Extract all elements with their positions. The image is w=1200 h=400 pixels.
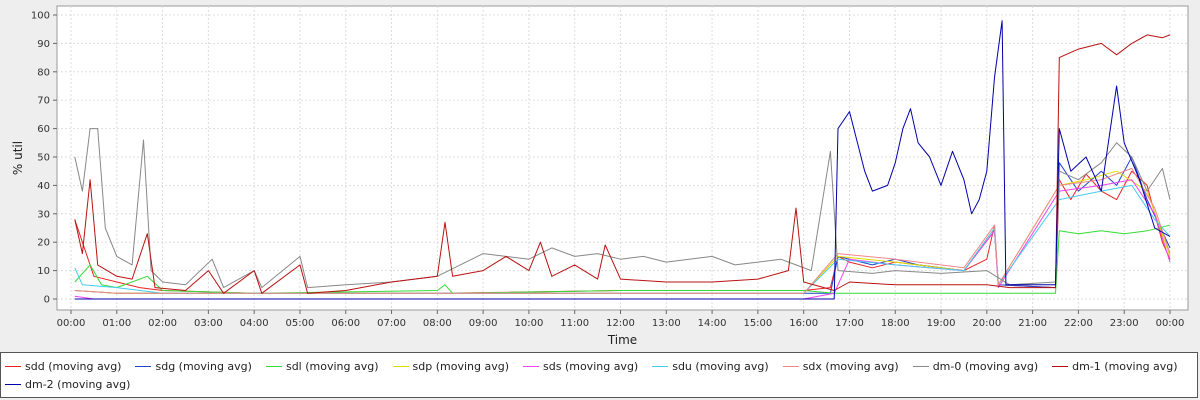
legend-label: sds (moving avg) [543, 359, 639, 373]
legend-label: dm-1 (moving avg) [1072, 359, 1178, 373]
x-tick-label: 21:00 [1018, 318, 1047, 329]
x-tick-label: 08:00 [423, 318, 452, 329]
series-line-6 [74, 167, 1171, 294]
x-tick-label: 13:00 [652, 318, 681, 329]
x-tick-label: 02:00 [148, 318, 177, 329]
x-axis-title: Time [607, 333, 637, 347]
x-tick-label: 04:00 [240, 318, 269, 329]
y-tick-label: 30 [37, 209, 50, 220]
legend-item: sdg (moving avg) [135, 357, 252, 375]
y-tick-label: 70 [37, 96, 50, 107]
legend-label: sdu (moving avg) [672, 359, 769, 373]
legend-item: sdx (moving avg) [782, 357, 899, 375]
legend-swatch [523, 365, 539, 367]
x-tick-label: 00:00 [1156, 318, 1185, 329]
legend-item: sds (moving avg) [523, 357, 638, 375]
x-tick-label: 14:00 [698, 318, 727, 329]
x-tick-label: 12:00 [606, 318, 635, 329]
x-tick-label: 05:00 [286, 318, 315, 329]
legend-swatch [265, 365, 282, 367]
x-tick-label: 07:00 [377, 318, 406, 329]
x-axis-ticks: 00:00 01:00 02:00 03:00 04:00 05:00 06:00 07:00… [57, 310, 1185, 329]
chart-legend: sdd (moving avg) sdg (moving avg) sdl (mov… [0, 352, 1198, 398]
x-tick-label: 23:00 [1110, 318, 1139, 329]
y-tick-label: 50 [37, 153, 50, 164]
x-tick-label: 16:00 [789, 318, 818, 329]
legend-swatch [5, 365, 21, 367]
x-tick-label: 18:00 [881, 318, 910, 329]
series-line-7 [74, 128, 1171, 289]
y-tick-label: 100 [31, 11, 50, 22]
series-line-2 [74, 224, 1171, 294]
legend-item: dm-0 (moving avg) [912, 357, 1039, 375]
legend-label: sdx (moving avg) [802, 359, 899, 373]
legend-swatch [912, 365, 929, 367]
line-chart: 0 10 20 30 40 50 60 70 80 90 100 00:00 01:00 02:00 03… [11, 5, 1189, 347]
y-tick-label: 20 [37, 238, 50, 249]
y-tick-label: 90 [37, 39, 50, 50]
legend-item: dm-1 (moving avg) [1052, 357, 1178, 375]
y-tick-label: 60 [37, 124, 50, 135]
x-tick-label: 15:00 [743, 318, 772, 329]
legend-label: sdp (moving avg) [412, 359, 509, 373]
legend-item: sdp (moving avg) [392, 357, 509, 375]
x-tick-label: 00:00 [57, 318, 86, 329]
x-tick-label: 06:00 [331, 318, 360, 329]
legend-label: sdg (moving avg) [155, 359, 252, 373]
y-tick-label: 40 [37, 181, 50, 192]
series-line-5 [74, 184, 1171, 294]
legend-label: sdl (moving avg) [285, 359, 379, 373]
y-tick-label: 10 [37, 266, 50, 277]
x-tick-label: 17:00 [835, 318, 864, 329]
legend-label: sdd (moving avg) [25, 359, 122, 373]
legend-swatch [782, 365, 799, 367]
legend-label: dm-2 (moving avg) [25, 377, 131, 391]
y-tick-label: 0 [44, 295, 50, 306]
y-axis-ticks: 0 10 20 30 40 50 60 70 80 90 100 [31, 11, 57, 306]
legend-item: dm-2 (moving avg) [5, 375, 130, 393]
x-tick-label: 01:00 [102, 318, 131, 329]
x-tick-label: 11:00 [560, 318, 589, 329]
plot-area [56, 5, 1189, 311]
series-line-8 [74, 34, 1171, 294]
legend-swatch [392, 365, 409, 367]
x-tick-label: 03:00 [194, 318, 223, 329]
legend-label: dm-0 (moving avg) [932, 359, 1039, 373]
series-lines [74, 20, 1171, 300]
y-tick-label: 80 [37, 67, 50, 78]
series-line-9 [74, 20, 1171, 300]
legend-item: sdd (moving avg) [5, 357, 121, 375]
y-axis-title: % util [11, 141, 25, 175]
legend-item: sdu (moving avg) [652, 357, 769, 375]
x-tick-label: 22:00 [1064, 318, 1093, 329]
x-tick-label: 10:00 [515, 318, 544, 329]
x-tick-label: 19:00 [927, 318, 956, 329]
legend-swatch [135, 365, 152, 367]
x-tick-label: 09:00 [469, 318, 498, 329]
x-tick-label: 20:00 [972, 318, 1001, 329]
legend-swatch [652, 365, 669, 367]
legend-swatch [1052, 365, 1069, 367]
legend-swatch [5, 383, 21, 385]
legend-item: sdl (moving avg) [265, 357, 379, 375]
